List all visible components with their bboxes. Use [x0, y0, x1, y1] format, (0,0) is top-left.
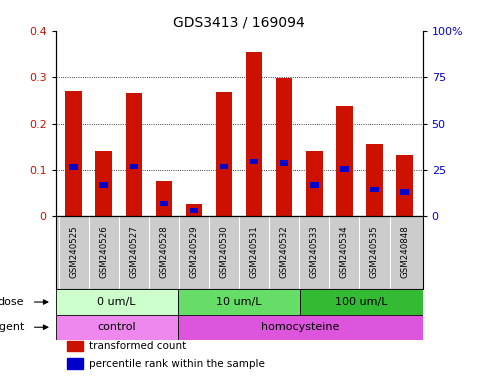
Bar [156, 181, 172, 217]
Bar [220, 164, 228, 169]
Bar [160, 201, 168, 206]
Bar [178, 314, 423, 340]
Bar [280, 160, 288, 166]
Text: GSM240534: GSM240534 [340, 225, 349, 278]
Text: GSM240530: GSM240530 [220, 225, 228, 278]
Bar [70, 164, 78, 170]
Bar [340, 166, 349, 172]
Bar [185, 204, 202, 217]
Text: 10 um/L: 10 um/L [216, 297, 262, 307]
Text: GSM240528: GSM240528 [159, 225, 169, 278]
Text: homocysteine: homocysteine [261, 322, 340, 332]
Text: GSM240532: GSM240532 [280, 225, 289, 278]
Text: GSM240526: GSM240526 [99, 225, 108, 278]
Bar [178, 290, 300, 314]
Text: GSM240531: GSM240531 [250, 225, 258, 278]
Bar [370, 187, 379, 192]
Bar [67, 358, 83, 369]
Bar [250, 159, 258, 164]
Bar [300, 290, 423, 314]
Text: dose: dose [0, 297, 24, 307]
Bar [216, 93, 232, 217]
Text: 100 um/L: 100 um/L [335, 297, 388, 307]
Text: GSM240533: GSM240533 [310, 225, 319, 278]
Bar [246, 51, 262, 217]
Bar [276, 78, 293, 217]
Bar [190, 208, 198, 213]
Bar [96, 151, 112, 217]
Text: transformed count: transformed count [88, 341, 186, 351]
Bar [396, 155, 413, 217]
Bar [67, 341, 83, 351]
Text: GSM240525: GSM240525 [69, 225, 78, 278]
Bar [310, 182, 318, 188]
Bar [56, 314, 178, 340]
Text: 0 um/L: 0 um/L [98, 297, 136, 307]
Text: GSM240535: GSM240535 [370, 225, 379, 278]
Bar [129, 164, 138, 169]
Bar [366, 144, 383, 217]
Title: GDS3413 / 169094: GDS3413 / 169094 [173, 16, 305, 30]
Text: agent: agent [0, 322, 24, 332]
Text: GSM240529: GSM240529 [189, 225, 199, 278]
Bar [99, 182, 108, 188]
Bar [65, 91, 82, 217]
Bar [336, 106, 353, 217]
Bar [126, 93, 142, 217]
Bar [56, 290, 178, 314]
Bar [306, 151, 323, 217]
Text: control: control [98, 322, 136, 332]
Text: GSM240527: GSM240527 [129, 225, 138, 278]
Bar [400, 189, 409, 195]
Text: percentile rank within the sample: percentile rank within the sample [88, 359, 265, 369]
Text: GSM240848: GSM240848 [400, 225, 409, 278]
